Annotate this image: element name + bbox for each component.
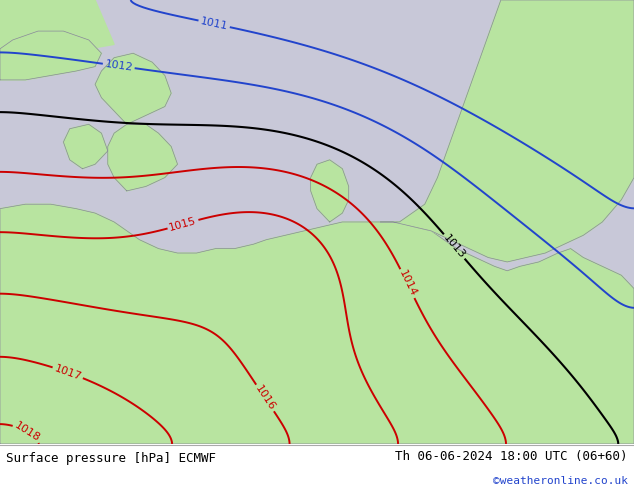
Text: 1014: 1014 — [397, 269, 418, 298]
Text: 1012: 1012 — [104, 59, 133, 73]
Text: ©weatheronline.co.uk: ©weatheronline.co.uk — [493, 476, 628, 486]
Polygon shape — [0, 204, 634, 444]
Polygon shape — [380, 0, 634, 262]
Polygon shape — [558, 0, 634, 58]
Polygon shape — [0, 31, 101, 80]
Polygon shape — [63, 124, 108, 169]
Text: Th 06-06-2024 18:00 UTC (06+60): Th 06-06-2024 18:00 UTC (06+60) — [395, 450, 628, 464]
Text: 1018: 1018 — [13, 420, 42, 443]
Polygon shape — [108, 124, 178, 191]
Text: 1011: 1011 — [200, 16, 229, 31]
Text: 1017: 1017 — [53, 363, 83, 382]
Polygon shape — [0, 0, 114, 53]
Text: 1015: 1015 — [168, 216, 198, 233]
Text: 1016: 1016 — [253, 384, 277, 413]
Text: 1013: 1013 — [441, 233, 467, 260]
Text: Surface pressure [hPa] ECMWF: Surface pressure [hPa] ECMWF — [6, 452, 216, 465]
Polygon shape — [311, 160, 349, 222]
Polygon shape — [95, 53, 171, 124]
